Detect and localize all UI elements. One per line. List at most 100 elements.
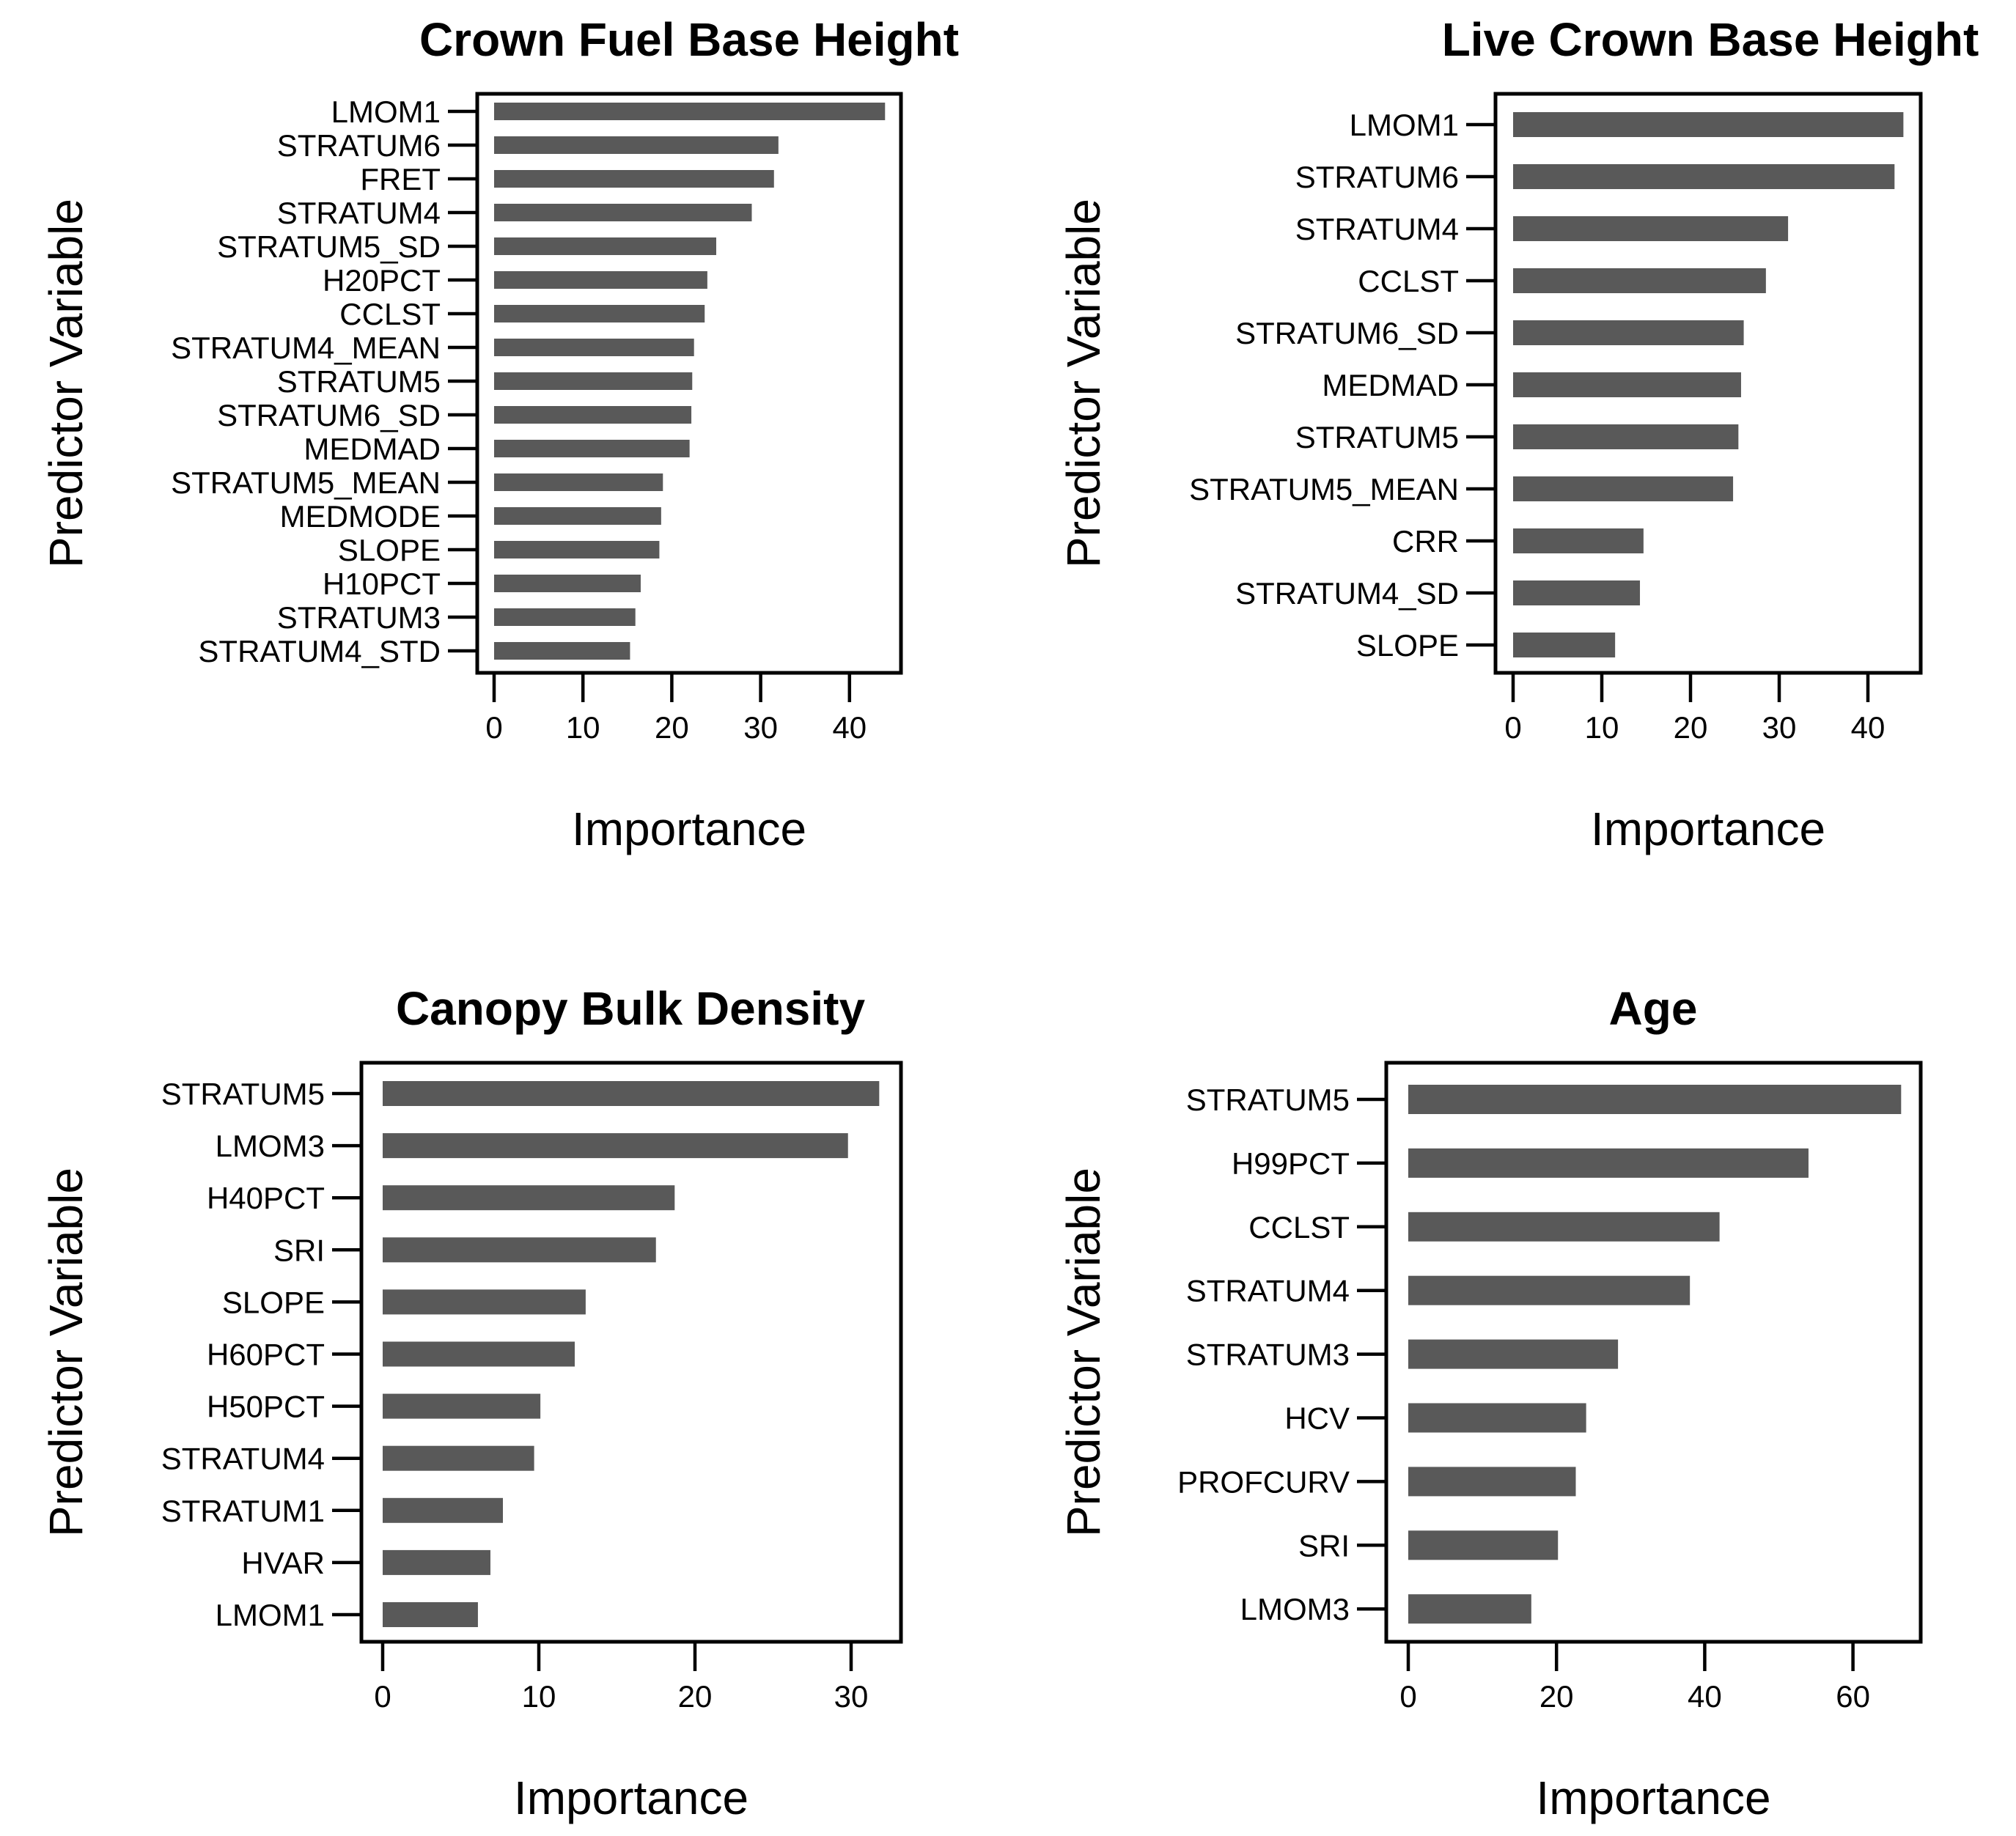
plot-frame [1384,1061,1923,1644]
category-label: MEDMAD [1322,368,1459,402]
category-label: LMOM1 [216,1598,325,1632]
bar-stratum5 [494,372,693,390]
category-label: STRATUM6 [277,128,441,163]
bar-stratum4_mean [494,339,694,356]
bar-medmad [494,440,690,457]
bar-h99pct [1408,1148,1809,1178]
category-label: STRATUM4 [1186,1274,1350,1308]
category-label: H60PCT [207,1338,325,1372]
category-label: SLOPE [338,533,441,567]
category-label: SLOPE [1356,628,1459,663]
bar-fret [494,170,774,188]
bar-stratum5 [1408,1085,1902,1114]
bar-stratum6_sd [1513,320,1744,345]
bar-stratum4 [1513,216,1789,241]
category-label: SRI [1298,1528,1350,1563]
bar-h50pct [383,1393,541,1419]
bar-stratum3 [494,608,636,626]
category-label: STRATUM5_MEAN [1189,472,1459,506]
bar-cclst [494,305,705,322]
chart-title: Crown Fuel Base Height [419,13,959,66]
x-tick-label: 30 [1762,710,1797,745]
bar-crr [1513,528,1644,553]
x-tick-label: 60 [1836,1679,1870,1714]
category-label: LMOM1 [1350,108,1459,142]
category-label: LMOM3 [216,1129,325,1163]
category-label: CCLST [339,297,441,331]
bar-slope [494,541,660,558]
chart-panel-3: Canopy Bulk Density Predictor Variable Imp… [40,982,903,1824]
x-tick-label: 40 [1688,1679,1722,1714]
category-label: STRATUM5 [1295,420,1459,454]
x-axis-title: Importance [572,803,806,855]
bar-stratum5_sd [494,237,716,255]
bar-stratum5_mean [494,473,663,491]
bar-h10pct [494,575,641,592]
category-label: H10PCT [323,567,441,601]
category-label: STRATUM5_MEAN [171,465,441,500]
x-axis-title: Importance [1536,1772,1770,1824]
chart-panel-1: Crown Fuel Base Height Predictor Variable… [40,13,959,855]
bar-stratum3 [1408,1339,1619,1369]
x-axis-title: Importance [1591,803,1825,855]
category-label: STRATUM1 [161,1494,325,1528]
chart-title: Canopy Bulk Density [396,982,866,1035]
bar-hcv [1408,1403,1586,1433]
bar-stratum6 [494,136,779,154]
x-tick-label: 0 [374,1679,391,1714]
bar-stratum4 [1408,1275,1691,1305]
y-axis-title: Predictor Variable [1057,1168,1110,1537]
x-axis-title: Importance [514,1772,748,1824]
bar-sri [1408,1530,1559,1560]
chart-panel-4: Age Predictor Variable Importance STRATUM5 H… [1057,982,1923,1824]
category-label: STRATUM4 [161,1442,325,1476]
bar-stratum5_mean [1513,476,1734,501]
bar-stratum5 [383,1081,880,1106]
bar-h20pct [494,271,707,289]
bar-stratum4_std [494,642,630,660]
category-label: STRATUM3 [277,600,441,635]
category-label: H50PCT [207,1390,325,1424]
bar-stratum4_sd [1513,580,1641,605]
category-label: PROFCURV [1177,1464,1350,1499]
bar-lmom1 [1513,112,1904,137]
bar-sri [383,1237,656,1263]
x-tick-label: 0 [485,710,502,745]
chart-panel-2: Live Crown Base Height Predictor Variable… [1057,13,1979,855]
category-label: H40PCT [207,1181,325,1215]
x-tick-label: 0 [1504,710,1521,745]
category-label: H99PCT [1232,1146,1350,1181]
chart-title: Live Crown Base Height [1442,13,1979,66]
category-label: STRATUM3 [1186,1338,1350,1372]
bar-h60pct [383,1341,575,1367]
category-label: STRATUM4_STD [198,634,441,668]
category-label: SLOPE [222,1285,325,1319]
x-tick-label: 10 [566,710,600,745]
bar-lmom3 [1408,1594,1531,1624]
category-label: STRATUM6 [1295,160,1459,194]
bar-stratum4 [494,204,752,221]
x-tick-label: 20 [1539,1679,1574,1714]
category-label: SRI [273,1233,325,1267]
category-label: STRATUM6_SD [1235,316,1459,350]
category-label: CCLST [1248,1210,1350,1245]
y-axis-title: Predictor Variable [40,1168,92,1537]
bar-cclst [1408,1212,1720,1242]
bar-lmom1 [494,103,886,120]
x-tick-label: 20 [1674,710,1708,745]
x-tick-label: 10 [522,1679,556,1714]
category-label: STRATUM4 [1295,212,1459,246]
bar-stratum6_sd [494,406,692,424]
bar-lmom1 [383,1602,478,1627]
y-axis-title: Predictor Variable [1057,199,1110,568]
category-label: LMOM3 [1240,1592,1350,1626]
category-label: HCV [1284,1401,1350,1436]
category-label: FRET [360,162,441,196]
bar-profcurv [1408,1467,1576,1497]
bar-stratum4 [383,1445,534,1471]
bar-medmode [494,507,661,525]
category-label: MEDMAD [303,432,441,466]
bar-stratum1 [383,1497,504,1523]
bar-stratum5 [1513,424,1739,449]
